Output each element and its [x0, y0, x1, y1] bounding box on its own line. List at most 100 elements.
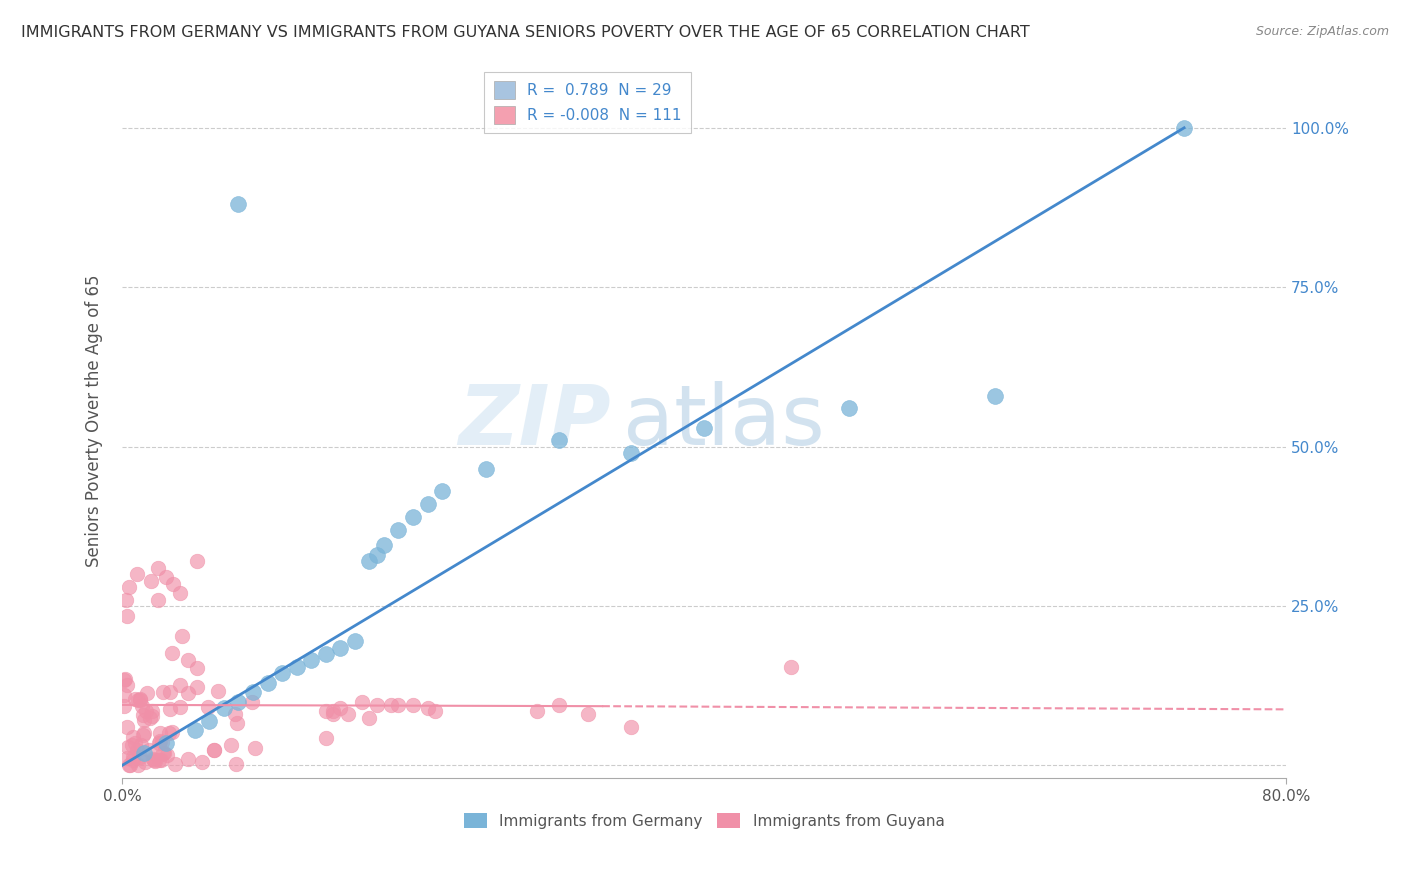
- Point: [780, 659, 803, 673]
- Point: [117, 721, 139, 735]
- Point: [160, 646, 183, 660]
- Point: [159, 701, 181, 715]
- Point: [159, 684, 181, 698]
- Point: [329, 640, 352, 655]
- Point: [387, 523, 409, 537]
- Point: [118, 580, 141, 594]
- Point: [315, 704, 337, 718]
- Point: [380, 698, 402, 712]
- Point: [149, 754, 172, 768]
- Point: [141, 704, 163, 718]
- Point: [576, 707, 599, 722]
- Point: [416, 497, 439, 511]
- Point: [343, 634, 366, 648]
- Point: [114, 673, 136, 687]
- Point: [198, 714, 221, 728]
- Point: [115, 751, 138, 765]
- Point: [285, 659, 308, 673]
- Point: [352, 695, 374, 709]
- Point: [620, 446, 643, 460]
- Point: [242, 685, 264, 699]
- Point: [402, 509, 425, 524]
- Point: [152, 685, 174, 699]
- Point: [387, 698, 409, 712]
- Point: [141, 709, 163, 723]
- Point: [186, 554, 208, 568]
- Point: [152, 746, 174, 760]
- Point: [228, 197, 250, 211]
- Point: [121, 730, 143, 744]
- Point: [122, 750, 145, 764]
- Point: [121, 738, 143, 752]
- Point: [115, 608, 138, 623]
- Point: [547, 434, 569, 448]
- Point: [134, 756, 156, 770]
- Point: [423, 704, 446, 718]
- Point: [299, 653, 322, 667]
- Point: [112, 699, 135, 714]
- Point: [212, 701, 235, 715]
- Point: [127, 757, 149, 772]
- Point: [148, 736, 170, 750]
- Point: [256, 675, 278, 690]
- Point: [430, 484, 453, 499]
- Point: [169, 586, 191, 600]
- Point: [127, 692, 149, 706]
- Point: [197, 700, 219, 714]
- Point: [148, 754, 170, 768]
- Point: [157, 725, 180, 739]
- Point: [177, 653, 200, 667]
- Point: [416, 701, 439, 715]
- Point: [163, 756, 186, 771]
- Point: [131, 738, 153, 752]
- Point: [202, 743, 225, 757]
- Text: atlas: atlas: [623, 381, 824, 462]
- Point: [245, 740, 267, 755]
- Point: [1173, 120, 1195, 135]
- Point: [129, 749, 152, 764]
- Point: [115, 678, 138, 692]
- Point: [177, 752, 200, 766]
- Point: [132, 714, 155, 728]
- Point: [271, 665, 294, 680]
- Point: [141, 574, 163, 588]
- Point: [402, 698, 425, 712]
- Point: [129, 693, 152, 707]
- Point: [155, 736, 177, 750]
- Point: [172, 629, 194, 643]
- Point: [207, 684, 229, 698]
- Point: [228, 695, 250, 709]
- Point: [149, 734, 172, 748]
- Point: [132, 728, 155, 742]
- Point: [225, 756, 247, 771]
- Point: [240, 695, 263, 709]
- Point: [366, 548, 388, 562]
- Point: [226, 716, 249, 731]
- Point: [132, 707, 155, 722]
- Point: [160, 724, 183, 739]
- Point: [186, 661, 208, 675]
- Point: [115, 593, 138, 607]
- Text: IMMIGRANTS FROM GERMANY VS IMMIGRANTS FROM GUYANA SENIORS POVERTY OVER THE AGE O: IMMIGRANTS FROM GERMANY VS IMMIGRANTS FR…: [21, 25, 1029, 40]
- Point: [148, 592, 170, 607]
- Point: [984, 389, 1007, 403]
- Point: [131, 699, 153, 714]
- Point: [322, 707, 344, 722]
- Point: [148, 561, 170, 575]
- Point: [136, 686, 159, 700]
- Point: [142, 753, 165, 767]
- Point: [155, 570, 177, 584]
- Point: [202, 743, 225, 757]
- Point: [219, 738, 242, 752]
- Text: Source: ZipAtlas.com: Source: ZipAtlas.com: [1256, 25, 1389, 38]
- Point: [547, 698, 569, 712]
- Point: [125, 743, 148, 757]
- Point: [359, 711, 381, 725]
- Point: [149, 726, 172, 740]
- Point: [184, 723, 207, 738]
- Point: [177, 686, 200, 700]
- Point: [329, 701, 352, 715]
- Point: [117, 739, 139, 754]
- Point: [373, 539, 395, 553]
- Point: [129, 692, 152, 706]
